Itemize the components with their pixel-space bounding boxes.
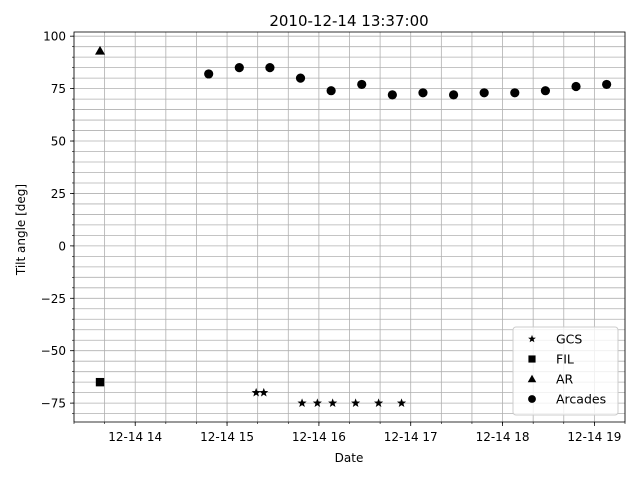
legend-marker-fil: [528, 355, 536, 363]
x-tick-label: 12-14 14: [108, 430, 162, 444]
data-point-gcs: [351, 398, 361, 408]
x-axis-label: Date: [335, 451, 364, 465]
data-point-arcades: [387, 90, 397, 100]
legend-label: AR: [556, 372, 574, 387]
x-tick-label: 12-14 17: [384, 430, 438, 444]
y-tick-label: 100: [43, 30, 66, 44]
data-point-gcs: [297, 398, 307, 408]
y-axis-label: Tilt angle [deg]: [14, 184, 28, 276]
data-point-arcades: [571, 81, 581, 92]
x-tick-label: 12-14 15: [200, 430, 254, 444]
data-point-arcades: [418, 88, 428, 98]
legend-label: Arcades: [556, 392, 606, 407]
legend-box: [512, 326, 619, 416]
data-points: [95, 45, 612, 408]
data-point-arcades: [326, 86, 336, 96]
y-tick-label: −50: [41, 344, 66, 358]
legend-label: FIL: [556, 352, 574, 367]
data-point-arcades: [448, 90, 459, 100]
y-tick-label: 25: [51, 187, 66, 201]
y-tick-label: 0: [58, 239, 66, 253]
data-point-arcades: [479, 88, 489, 98]
data-point-arcades: [204, 69, 214, 79]
data-point-gcs: [251, 387, 261, 397]
legend-marker-gcs: [528, 334, 536, 343]
data-point-gcs: [374, 398, 384, 408]
data-point-gcs: [396, 398, 407, 408]
data-point-arcades: [265, 63, 275, 73]
y-tick-label: −25: [41, 292, 66, 306]
legend-label: GCS: [556, 332, 582, 347]
data-point-arcades: [540, 86, 551, 96]
x-tick-label: 12-14 18: [476, 430, 530, 444]
legend-marker-ar: [527, 374, 537, 383]
legend-marker-arcades: [528, 395, 536, 403]
legend: GCS FIL AR Arcades: [512, 326, 619, 416]
data-point-arcades: [602, 79, 612, 90]
x-tick-label: 12-14 16: [292, 430, 346, 444]
chart-title: 2010-12-14 13:37:00: [269, 12, 428, 30]
y-tick-label: 50: [51, 135, 66, 149]
ticks: 12-14 14 12-14 15 12-14 16 12-14 17 12-14 18…: [41, 30, 626, 444]
data-point-arcades: [510, 88, 520, 98]
y-tick-label: −75: [41, 397, 66, 411]
y-tick-label: 75: [51, 82, 66, 96]
x-tick-label: 12-14 19: [567, 430, 621, 444]
data-point-gcs: [312, 398, 322, 408]
data-point-arcades: [357, 79, 367, 90]
data-point-gcs: [328, 398, 338, 408]
data-point-gcs: [259, 387, 269, 397]
data-point-arcades: [295, 73, 306, 83]
data-point-ar: [95, 45, 106, 55]
data-point-arcades: [234, 63, 244, 73]
data-point-fil: [95, 377, 105, 387]
